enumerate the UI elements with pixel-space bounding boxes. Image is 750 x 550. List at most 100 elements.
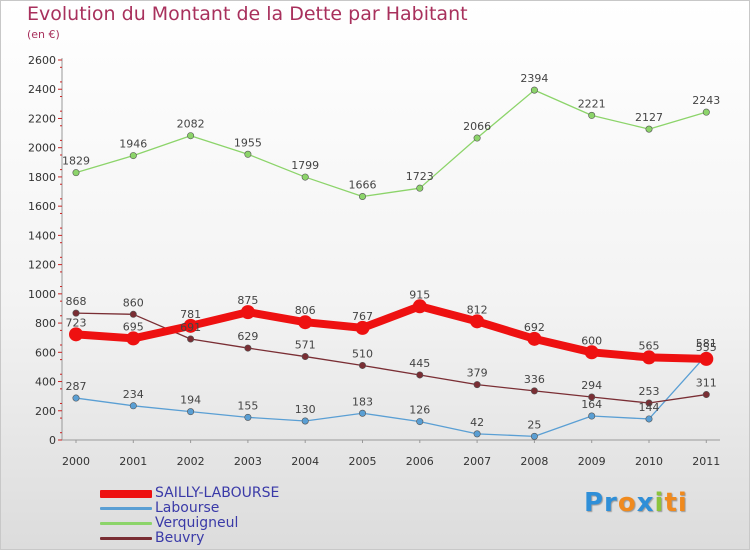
- x-tick-label: 2004: [291, 455, 319, 468]
- data-label: 155: [237, 399, 258, 412]
- data-label: 287: [66, 380, 87, 393]
- data-point: [72, 394, 80, 402]
- data-label: 130: [295, 403, 316, 416]
- data-point: [358, 409, 366, 417]
- data-point: [702, 391, 710, 399]
- data-point: [129, 402, 137, 410]
- data-label: 2394: [520, 72, 548, 85]
- data-label: 311: [696, 377, 717, 390]
- data-label: 294: [581, 379, 602, 392]
- data-point: [645, 415, 653, 423]
- data-label: 781: [180, 308, 201, 321]
- x-tick-label: 2011: [692, 455, 720, 468]
- data-point: [530, 432, 538, 440]
- x-tick-label: 2003: [234, 455, 262, 468]
- data-point: [187, 132, 195, 140]
- series-line: [75, 354, 707, 437]
- data-label: 555: [696, 341, 717, 354]
- data-label: 600: [581, 334, 602, 347]
- data-label: 691: [180, 321, 201, 334]
- data-label: 379: [467, 367, 488, 380]
- data-label: 692: [524, 321, 545, 334]
- data-label: 868: [66, 295, 87, 308]
- legend-label: Labourse: [155, 500, 220, 516]
- data-label: 915: [409, 288, 430, 301]
- data-label: 860: [123, 296, 144, 309]
- data-label: 571: [295, 339, 316, 352]
- data-point: [187, 408, 195, 416]
- data-label: 581: [696, 337, 717, 350]
- data-point: [72, 169, 80, 177]
- data-point: [702, 108, 710, 116]
- y-tick-label: 1200: [28, 259, 56, 272]
- data-label: 25: [527, 418, 541, 431]
- data-point: [126, 331, 141, 346]
- data-point: [416, 418, 424, 426]
- data-point: [301, 353, 309, 361]
- data-point: [72, 309, 80, 317]
- data-point: [642, 350, 656, 365]
- data-point: [240, 305, 255, 320]
- logo-part: x: [636, 488, 655, 518]
- data-label: 445: [409, 357, 430, 370]
- y-tick-label: 0: [49, 434, 56, 447]
- data-label: 2082: [177, 118, 205, 131]
- data-point: [355, 320, 370, 335]
- legend-label: Beuvry: [155, 530, 205, 546]
- legend-swatch: [100, 507, 152, 510]
- y-tick-label: 800: [35, 317, 56, 330]
- y-tick-label: 1600: [28, 200, 56, 213]
- data-label: 812: [467, 303, 488, 316]
- data-point: [527, 331, 542, 346]
- data-label: 336: [524, 373, 545, 386]
- proxiti-logo: Proxiti: [584, 488, 688, 518]
- data-point: [129, 152, 137, 160]
- logo-part: o: [617, 488, 637, 518]
- data-point: [473, 381, 481, 389]
- data-label: 695: [123, 320, 144, 333]
- data-label: 629: [237, 330, 258, 343]
- data-label: 1723: [406, 170, 434, 183]
- data-label: 234: [123, 388, 144, 401]
- x-tick-label: 2007: [463, 455, 491, 468]
- data-label: 144: [639, 401, 660, 414]
- data-point: [645, 125, 653, 133]
- data-point: [416, 371, 424, 379]
- x-tick-label: 2000: [62, 455, 90, 468]
- y-tick-label: 1000: [28, 288, 56, 301]
- x-tick-label: 2005: [349, 455, 377, 468]
- data-point: [530, 86, 538, 94]
- data-label: 164: [581, 398, 602, 411]
- data-point: [358, 193, 366, 201]
- x-tick-label: 2010: [635, 455, 663, 468]
- data-point: [473, 430, 481, 438]
- logo-part: ti: [664, 488, 688, 518]
- data-label: 510: [352, 347, 373, 360]
- y-tick-label: 2400: [28, 83, 56, 96]
- chart-title: Evolution du Montant de la Dette par Hab…: [27, 3, 468, 25]
- data-point: [183, 318, 198, 333]
- y-tick-label: 1800: [28, 171, 56, 184]
- data-point: [530, 387, 538, 395]
- legend-swatch: [100, 490, 152, 498]
- legend-swatch: [100, 537, 152, 540]
- data-label: 126: [409, 404, 430, 417]
- series-line: [72, 302, 711, 363]
- data-point: [416, 184, 424, 192]
- data-label: 183: [352, 395, 373, 408]
- data-point: [244, 413, 252, 421]
- data-label: 2127: [635, 111, 663, 124]
- data-label: 1799: [291, 159, 319, 172]
- series-line: [75, 312, 707, 404]
- data-point: [588, 111, 596, 119]
- data-label: 1955: [234, 136, 262, 149]
- data-point: [187, 335, 195, 343]
- data-point: [301, 173, 309, 181]
- x-tick-label: 2009: [578, 455, 606, 468]
- data-point: [588, 393, 596, 401]
- data-point: [301, 417, 309, 425]
- data-point: [298, 315, 313, 330]
- data-label: 1946: [119, 138, 147, 151]
- y-tick-label: 200: [35, 405, 56, 418]
